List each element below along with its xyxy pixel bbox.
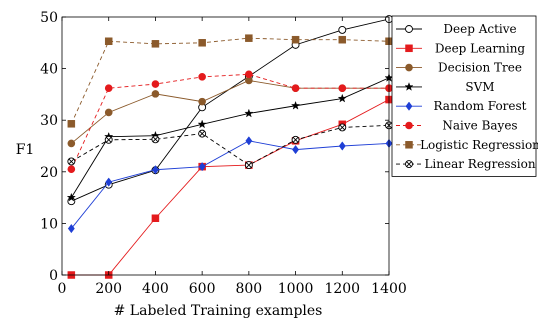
data-point-random-forest [67,223,75,234]
series-line-random-forest [70,140,390,229]
legend-label: Linear Regression [424,157,535,171]
data-point-decision-tree [151,90,160,98]
data-point-logistic-regression [245,34,253,42]
x-tick-label: 600 [189,281,216,297]
data-point-svm [66,192,76,202]
x-tick-label: 1400 [371,281,407,297]
x-axis-label: # Labeled Training examples [114,303,323,319]
series-line-deep-active [71,18,390,202]
legend-swatch-marker [405,25,413,33]
legend-label: Naive Bayes [442,119,517,133]
series-deep-learning [67,95,393,279]
series-line-linear-regression [71,124,390,166]
x-tick-label: 800 [235,281,262,297]
data-point-logistic-regression [104,37,113,46]
data-point-logistic-regression [67,120,76,128]
data-point-naive-bayes [291,84,300,93]
data-point-logistic-regression [338,35,347,44]
series-line-deep-learning [71,99,390,276]
y-axis-label: F1 [16,142,35,158]
data-point-svm [337,93,347,103]
data-point-naive-bayes [338,84,347,93]
data-point-linear-regression [198,129,207,138]
legend-label: Logistic Regression [420,138,538,152]
legend-swatch-marker [405,63,413,72]
legend-box [391,15,537,177]
legend-swatch-marker [405,160,413,169]
x-tick-label: 0 [58,281,67,297]
data-point-decision-tree [198,97,206,106]
legend-label: Deep Active [443,22,516,36]
data-point-random-forest [338,141,346,151]
y-tick-label: 20 [40,165,58,181]
legend-item-logistic-regression: Logistic Regression [396,138,538,152]
legend-label: SVM [465,80,494,94]
legend-label: Decision Tree [438,61,522,75]
legend-swatch-marker [405,101,413,111]
y-tick-label: 10 [40,216,58,232]
data-point-linear-regression [67,157,76,166]
series-line-naive-bayes [70,73,389,170]
legend-label: Deep Learning [435,41,526,55]
y-tick-label: 40 [40,62,58,78]
data-point-naive-bayes [151,80,160,88]
data-point-decision-tree [67,139,76,148]
data-point-svm [244,108,254,118]
x-tick-label: 200 [95,281,122,297]
data-point-svm [197,119,207,129]
legend-swatch-marker [405,121,413,130]
series-logistic-regression [67,34,393,128]
y-tick-label: 0 [49,268,58,284]
series-line-svm [70,77,390,198]
series-svm [66,73,394,202]
data-point-deep-active [338,25,347,34]
data-point-svm [291,100,301,110]
series-random-forest [67,136,393,234]
legend-item-deep-active: Deep Active [396,22,517,36]
data-point-naive-bayes [104,84,113,93]
y-tick-label: 50 [40,10,58,26]
data-point-random-forest [105,177,113,187]
legend-item-svm: SVM [396,80,495,94]
data-point-naive-bayes [67,165,76,174]
legend-item-linear-regression: Linear Regression [396,157,536,171]
data-point-linear-regression [291,135,300,144]
plot-area [66,15,394,279]
data-point-logistic-regression [198,39,206,47]
data-point-linear-regression [104,135,113,144]
data-point-random-forest [198,162,206,172]
legend-swatch-marker [405,44,413,53]
data-point-linear-regression [151,135,160,144]
y-tick-label: 30 [40,113,58,129]
data-point-decision-tree [104,108,113,117]
data-point-linear-regression [244,161,253,170]
axes: 0 200 400 600 800 1000 1200 1400 0 10 20 30 40 50 [40,10,407,297]
x-tick-label: 1200 [324,281,360,297]
legend: Deep Active Deep Learning Decision Tree SVM… [391,15,538,177]
legend-item-random-forest: Random Forest [396,99,527,113]
series-line-logistic-regression [70,37,390,124]
x-tick-label: 400 [142,281,169,297]
data-point-logistic-regression [151,40,160,48]
plot-frame [61,16,390,276]
data-point-random-forest [245,136,253,146]
x-tick-label: 1000 [278,281,314,297]
data-point-linear-regression [338,123,347,132]
legend-item-deep-learning: Deep Learning [396,41,525,55]
data-point-random-forest [292,144,300,155]
legend-swatch-marker [404,82,414,91]
data-point-random-forest [151,165,159,175]
data-point-naive-bayes [245,70,253,79]
legend-item-decision-tree: Decision Tree [396,61,522,75]
data-point-deep-learning [151,214,160,222]
legend-label: Random Forest [433,99,526,113]
data-point-naive-bayes [198,73,206,81]
series-deep-active [67,15,393,206]
legend-swatch-marker [405,141,413,149]
legend-item-naive-bayes: Naive Bayes [396,119,518,133]
data-point-logistic-regression [291,35,300,44]
